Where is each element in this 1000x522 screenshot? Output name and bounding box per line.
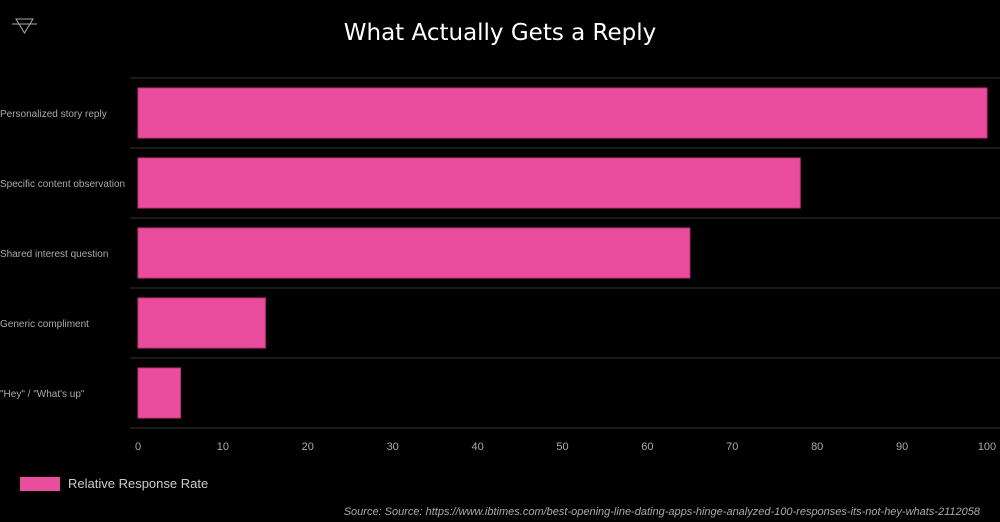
x-tick-label: 10 bbox=[217, 441, 229, 453]
x-tick-label: 80 bbox=[811, 441, 823, 453]
bar bbox=[137, 297, 266, 349]
triangle-logo-icon bbox=[12, 16, 38, 41]
bar bbox=[137, 157, 801, 209]
category-label: Shared interest question bbox=[0, 249, 108, 260]
x-tick-label: 60 bbox=[641, 441, 653, 453]
category-label: Specific content observation bbox=[0, 179, 125, 190]
x-tick-label: 70 bbox=[726, 441, 738, 453]
bar-chart: Personalized story reply Specific content… bbox=[0, 77, 1000, 453]
x-tick-label: 20 bbox=[302, 441, 314, 453]
bar bbox=[137, 87, 988, 139]
x-tick-label: 30 bbox=[387, 441, 399, 453]
category-label: "Hey" / "What's up" bbox=[0, 389, 85, 400]
bar bbox=[137, 227, 691, 279]
category-label: Generic compliment bbox=[0, 319, 89, 330]
source-note: Source: Source: https://www.ibtimes.com/… bbox=[343, 506, 980, 518]
legend-swatch bbox=[20, 476, 60, 491]
x-tick-label: 40 bbox=[471, 441, 483, 453]
legend[interactable]: Relative Response Rate bbox=[20, 476, 208, 491]
x-tick-label: 90 bbox=[896, 441, 908, 453]
x-tick-label: 100 bbox=[978, 441, 996, 453]
legend-label: Relative Response Rate bbox=[68, 476, 209, 491]
category-label: Personalized story reply bbox=[0, 109, 107, 120]
x-tick-label: 0 bbox=[135, 441, 141, 453]
x-tick-label: 50 bbox=[556, 441, 568, 453]
chart-title: What Actually Gets a Reply bbox=[343, 20, 657, 46]
bar bbox=[137, 367, 181, 419]
